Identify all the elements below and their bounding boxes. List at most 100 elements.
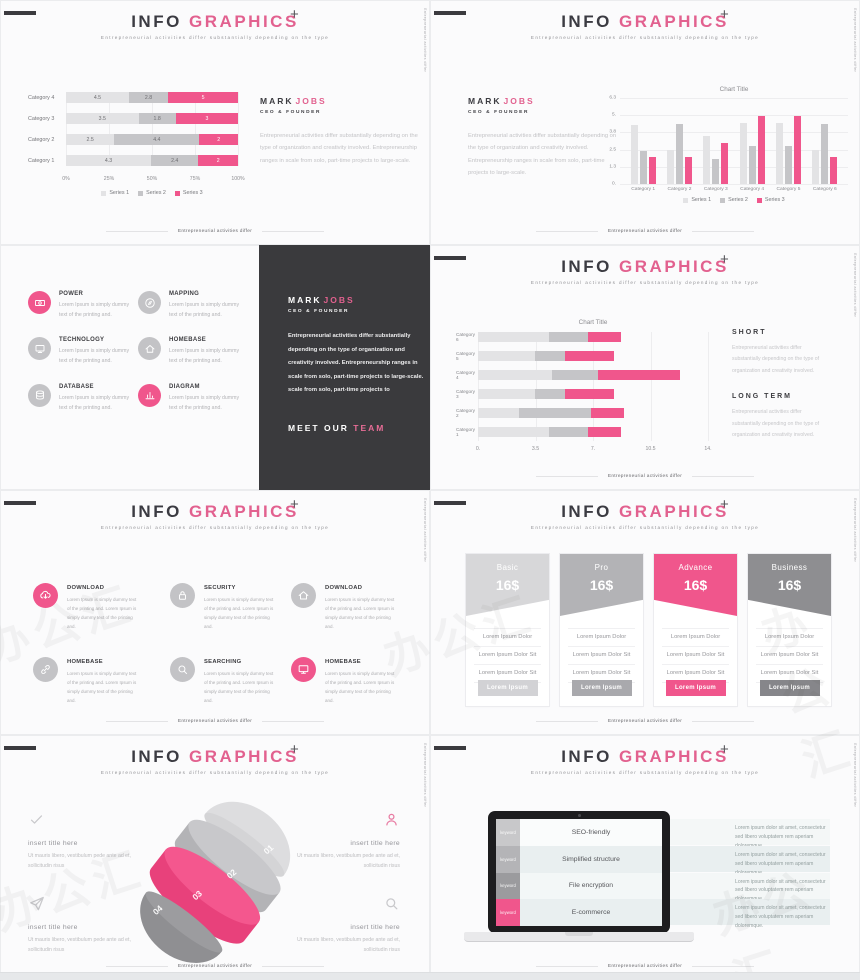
info-point-top-right: insert title here Ut mauris libero, vest… bbox=[288, 811, 400, 871]
chart-title: Chart Title bbox=[719, 86, 749, 93]
slide-title: INFO GRAPHICS bbox=[0, 747, 430, 767]
bar-segment bbox=[588, 332, 621, 342]
presenter-last-name: JOBS bbox=[323, 295, 355, 305]
side-vertical-text: Entrepreneurial activities differ bbox=[853, 253, 857, 318]
segment-value: 2.8 bbox=[144, 94, 153, 101]
plan-button[interactable]: Lorem Ipsum bbox=[571, 680, 632, 696]
plan-feature-row: Lorem Ipsum Dolor Sit bbox=[662, 647, 729, 665]
slide-header: INFO GRAPHICS + Entrepreneurial activities… bbox=[0, 741, 430, 775]
slide-3-team-features[interactable]: POWER Lorem Ipsum is simply dummy text of… bbox=[0, 245, 430, 490]
slide-title: INFO GRAPHICS bbox=[430, 12, 860, 32]
bar-group bbox=[661, 98, 697, 184]
laptop-notch bbox=[565, 932, 593, 936]
bar-track bbox=[478, 408, 708, 418]
slide-subtitle: Entrepreneurial activities differ substa… bbox=[530, 770, 760, 775]
bar-segment bbox=[478, 427, 549, 437]
bar-segment: 2 bbox=[199, 134, 238, 145]
x-category-label: Category 4 bbox=[740, 187, 765, 192]
screen-row-title: Simplified structure bbox=[562, 855, 620, 863]
x-tick-label: 10.5 bbox=[645, 446, 656, 452]
plan-button[interactable]: Lorem Ipsum bbox=[665, 680, 726, 696]
laptop-base bbox=[464, 932, 694, 942]
slide-6-pricing-table[interactable]: Basic 16$ Lorem Ipsum Dolor Lorem Ipsum Dol… bbox=[430, 490, 860, 735]
footer-line bbox=[535, 721, 598, 722]
slide-8-laptop-features[interactable]: Lorem ipsum dolor sit amet, consectetur … bbox=[430, 735, 860, 980]
plan-button[interactable]: Lorem Ipsum bbox=[477, 680, 538, 696]
slide-subtitle: Entrepreneurial activities differ substa… bbox=[100, 770, 330, 775]
feature-item: HOMEBASE Lorem Ipsum is simply dummy text… bbox=[33, 657, 170, 705]
feature-item: SEARCHING Lorem Ipsum is simply dummy tex… bbox=[170, 657, 291, 705]
x-tick-label: 7. bbox=[590, 446, 596, 452]
bar-track bbox=[478, 389, 708, 399]
bar bbox=[648, 156, 656, 184]
bar bbox=[721, 143, 729, 184]
plan-button[interactable]: Lorem Ipsum bbox=[759, 680, 820, 696]
x-tick-label: 50% bbox=[146, 176, 158, 182]
x-category-label: Category 3 bbox=[703, 187, 728, 192]
plan-feature-row: Lorem Ipsum Dolor bbox=[756, 628, 823, 647]
footer-line bbox=[692, 231, 755, 232]
plan-feature-rows: Lorem Ipsum Dolor Lorem Ipsum Dolor Sit Lo… bbox=[568, 628, 635, 683]
slide-footer: Entrepreneurial activities differ bbox=[430, 229, 860, 234]
bar bbox=[812, 149, 820, 184]
legend-label: Series 2 bbox=[146, 190, 166, 196]
feature-title: TECHNOLOGY bbox=[59, 337, 105, 344]
segment-value: 2 bbox=[217, 136, 221, 143]
laptop-camera-icon bbox=[578, 814, 581, 817]
feature-band-text: Lorem ipsum dolor sit amet, consectetur … bbox=[735, 905, 826, 930]
bar-segment bbox=[565, 351, 615, 361]
link-icon bbox=[33, 657, 58, 682]
slide-1-stacked-bar[interactable]: Category 4 4.5 2.8 5 Category 3 3.5 1.8 3 Catego… bbox=[0, 0, 430, 245]
banknote-icon bbox=[28, 291, 51, 314]
slide-title: INFO GRAPHICS bbox=[0, 502, 430, 522]
presenter-role: CEO & FOUNDER bbox=[468, 110, 530, 115]
slide-5-feature-icons[interactable]: DOWNLOAD Lorem Ipsum is simply dummy text… bbox=[0, 490, 430, 735]
plus-icon: + bbox=[290, 496, 299, 513]
term-text-block: SHORT Entrepreneurial activities differ … bbox=[732, 329, 828, 458]
x-tick-label: 0. bbox=[475, 446, 481, 452]
stacked-bar bbox=[478, 332, 621, 342]
info-point-text: Ut mauris libero, vestibulum pede ante a… bbox=[28, 853, 131, 870]
title-dark: INFO bbox=[561, 12, 612, 31]
y-tick-label: 0. bbox=[611, 181, 616, 187]
x-category-label: Category 1 bbox=[631, 187, 656, 192]
x-category-label: Category 2 bbox=[667, 187, 692, 192]
feature-item: MAPPING Lorem Ipsum is simply dummy text … bbox=[138, 291, 248, 320]
gridline bbox=[238, 92, 239, 166]
footer-text: Entrepreneurial activities differ bbox=[607, 229, 683, 234]
slide-footer: Entrepreneurial activities differ bbox=[0, 719, 430, 724]
title-dark: INFO bbox=[131, 747, 182, 766]
bar-segment: 3.5 bbox=[66, 113, 139, 124]
footer-line bbox=[105, 721, 168, 722]
gridline bbox=[620, 184, 848, 185]
title-pink: GRAPHICS bbox=[619, 257, 729, 276]
slide-header: INFO GRAPHICS + Entrepreneurial activities… bbox=[430, 496, 860, 530]
bar bbox=[675, 123, 683, 184]
bar bbox=[830, 156, 838, 184]
feature-grid: DOWNLOAD Lorem Ipsum is simply dummy text… bbox=[33, 583, 411, 705]
gridline bbox=[620, 166, 848, 168]
feature-text: MAPPING Lorem Ipsum is simply dummy text … bbox=[169, 291, 245, 320]
screen-row: keyword File encryption bbox=[496, 872, 662, 900]
slide-header: INFO GRAPHICS + Entrepreneurial activities… bbox=[0, 496, 430, 530]
bar-segment bbox=[478, 351, 536, 361]
footer-line bbox=[535, 966, 598, 967]
presenter-first-name: MARK bbox=[260, 96, 294, 106]
slide-footer: Entrepreneurial activities differ bbox=[430, 474, 860, 479]
footer-line bbox=[692, 966, 755, 967]
next-row-gap bbox=[0, 972, 860, 980]
legend-swatch bbox=[174, 190, 180, 196]
presenter-bio: Entrepreneurial activities differ substa… bbox=[468, 133, 617, 177]
gridline bbox=[620, 115, 848, 117]
bar-segment bbox=[591, 408, 625, 418]
slide-2-grouped-bar[interactable]: MARK JOBS CEO & FOUNDER Entrepreneurial a… bbox=[430, 0, 860, 245]
chart-gridlines bbox=[66, 92, 239, 166]
slide-7-sphere-diagram[interactable]: 01 02 03 04 insert title here Ut mauris … bbox=[0, 735, 430, 980]
legend-label: Series 1 bbox=[109, 190, 130, 196]
feature-grid: POWER Lorem Ipsum is simply dummy text of… bbox=[28, 291, 248, 413]
segment-value: 5 bbox=[201, 94, 205, 101]
feature-text: HOMEBASE Lorem Ipsum is simply dummy text… bbox=[325, 657, 397, 705]
footer-line bbox=[262, 721, 325, 722]
slide-4-stacked-bar-scaled[interactable]: Chart Title Category 6 Category 5 Category … bbox=[430, 245, 860, 490]
feature-title: SEARCHING bbox=[204, 659, 242, 665]
